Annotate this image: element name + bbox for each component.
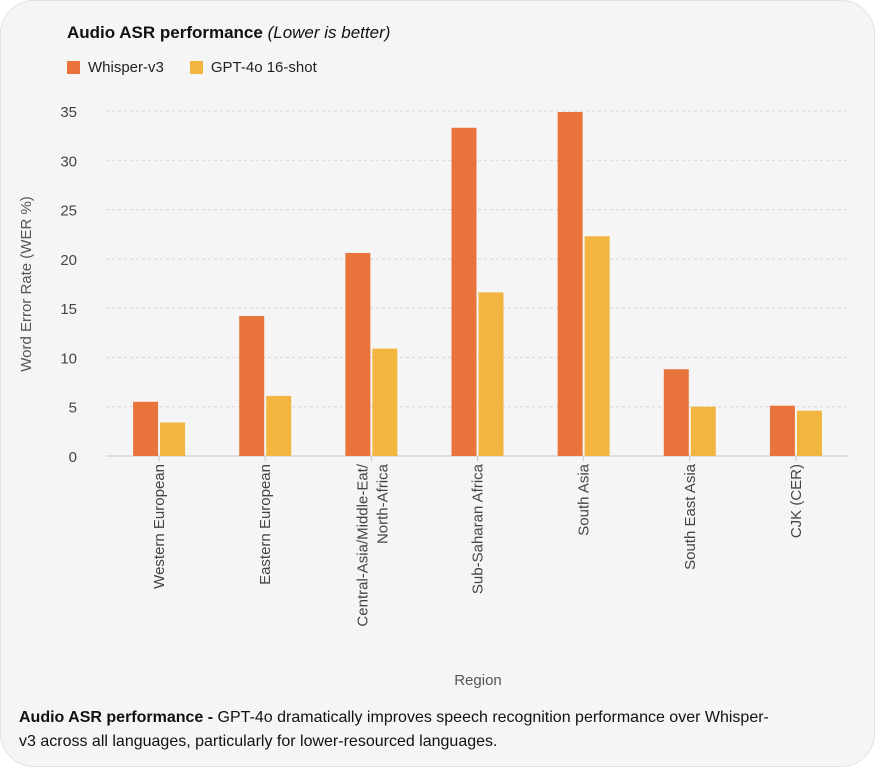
chart-title-note: (Lower is better) bbox=[267, 23, 391, 42]
y-tick-label: 25 bbox=[60, 203, 77, 220]
x-tick-label: Western European bbox=[151, 464, 168, 589]
bar-chart: 0 5 10 15 20 25 30 35 Word Error Rate (WER %) Reg… bbox=[18, 104, 849, 689]
legend-item-gpt4o: GPT-4o 16-shot bbox=[189, 59, 317, 76]
bar-gpt4o bbox=[372, 348, 398, 456]
bar-gpt4o bbox=[160, 422, 186, 456]
chart-title-main: Audio ASR performance bbox=[67, 23, 263, 42]
legend-label-gpt4o: GPT-4o 16-shot bbox=[210, 59, 317, 76]
bar-gpt4o bbox=[584, 236, 610, 456]
x-tick-label: Eastern European bbox=[257, 464, 274, 585]
bar-gpt4o bbox=[478, 292, 504, 456]
caption-lead: Audio ASR performance - bbox=[19, 709, 214, 726]
y-tick-label: 30 bbox=[60, 153, 77, 170]
bar-gpt4o bbox=[266, 395, 292, 456]
legend-item-whisper: Whisper-v3 bbox=[67, 59, 164, 76]
y-tick-label: 10 bbox=[60, 350, 77, 367]
legend-swatch-whisper bbox=[67, 61, 80, 74]
x-tick-label: South Asia bbox=[576, 463, 593, 535]
bar-whisper bbox=[557, 111, 583, 456]
bar-whisper bbox=[451, 127, 477, 456]
bar-whisper bbox=[663, 369, 689, 456]
bar-gpt4o bbox=[796, 410, 822, 456]
bar-whisper bbox=[239, 316, 265, 456]
y-tick-label: 20 bbox=[60, 252, 77, 269]
x-tick-label: South East Asia bbox=[682, 463, 699, 570]
legend-label-whisper: Whisper-v3 bbox=[88, 59, 164, 76]
y-tick-label: 35 bbox=[60, 104, 77, 121]
caption-text: GPT-4o dramatically improves speech reco… bbox=[19, 709, 769, 750]
y-tick-label: 5 bbox=[69, 400, 77, 417]
x-tick-label: CJK (CER) bbox=[788, 464, 805, 538]
chart-title: Audio ASR performance (Lower is better) bbox=[67, 23, 390, 43]
bar-whisper bbox=[133, 401, 159, 456]
bar-whisper bbox=[345, 252, 371, 456]
chart-legend: Whisper-v3 GPT-4o 16-shot bbox=[67, 59, 317, 76]
bar-whisper bbox=[769, 405, 795, 456]
x-axis-title: Region bbox=[454, 672, 502, 689]
bar-gpt4o bbox=[690, 406, 716, 456]
x-tick-label: Central-Asia/Middle-Eat/North-Africa bbox=[354, 463, 391, 626]
x-tick-label: Sub-Saharan Africa bbox=[470, 463, 487, 594]
legend-swatch-gpt4o bbox=[189, 61, 203, 74]
y-axis-title: Word Error Rate (WER %) bbox=[18, 196, 35, 372]
chart-caption: Audio ASR performance - GPT-4o dramatica… bbox=[19, 706, 779, 754]
y-tick-label: 0 bbox=[69, 449, 77, 466]
y-tick-label: 15 bbox=[60, 301, 77, 318]
